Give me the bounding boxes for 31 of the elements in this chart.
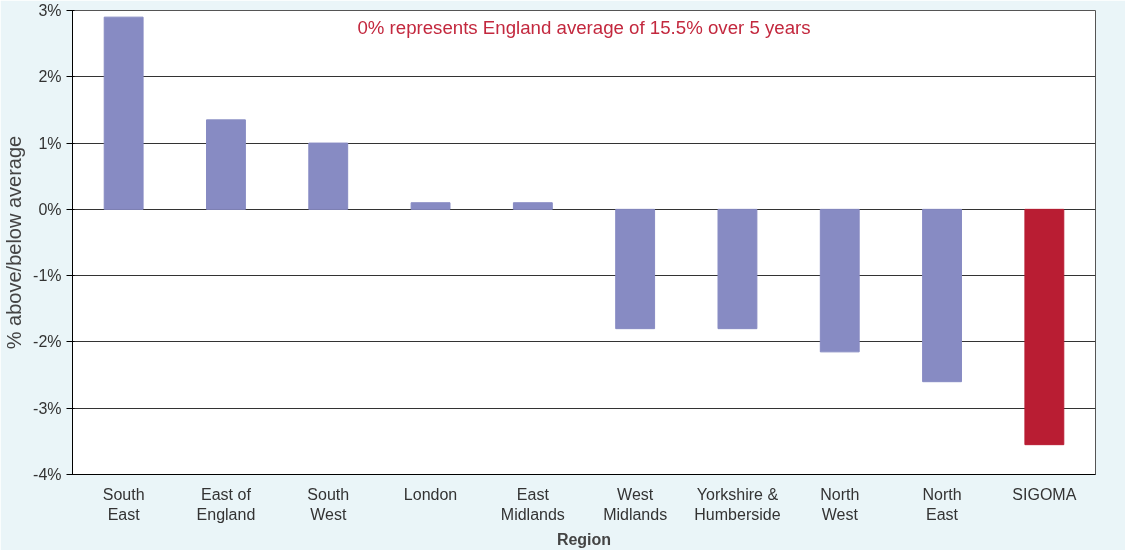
y-tick-label: 0%: [38, 200, 62, 218]
x-tick-label: North West: [820, 485, 860, 523]
bar: [819, 208, 860, 353]
y-tick-label: 3%: [38, 2, 62, 19]
x-tick-label: SIGOMA: [1012, 485, 1077, 503]
annotation: 0% represents England average of 15.5% over 5 years: [357, 16, 811, 38]
y-tick-label: -2%: [33, 333, 62, 351]
y-tick-label: 1%: [38, 134, 62, 152]
x-axis-title: Region: [556, 530, 612, 548]
bar: [410, 202, 451, 210]
bar: [717, 208, 758, 330]
x-tick-label: East of England: [196, 485, 256, 523]
y-tick-label: 2%: [38, 68, 62, 86]
x-tick-label: East Midlands: [500, 485, 565, 523]
y-tick-label: -4%: [33, 466, 62, 483]
x-tick-label: South West: [307, 485, 350, 523]
x-tick-label: Yorkshire & Humberside: [694, 485, 781, 523]
bar: [1024, 208, 1065, 446]
bar: [922, 208, 962, 383]
bar: [103, 16, 144, 210]
x-tick-label: West Midlands: [603, 485, 668, 523]
bar: [615, 208, 656, 330]
y-tick-label: -1%: [33, 267, 62, 285]
x-tick-label: South East: [102, 485, 145, 523]
bar: [512, 202, 553, 210]
bar: [206, 119, 246, 210]
bar: [308, 142, 349, 210]
y-tick-label: -3%: [33, 399, 62, 417]
x-tick-label: North East: [922, 485, 962, 523]
x-tick-label: London: [403, 485, 458, 503]
y-axis-title: % above/below average: [3, 135, 26, 350]
